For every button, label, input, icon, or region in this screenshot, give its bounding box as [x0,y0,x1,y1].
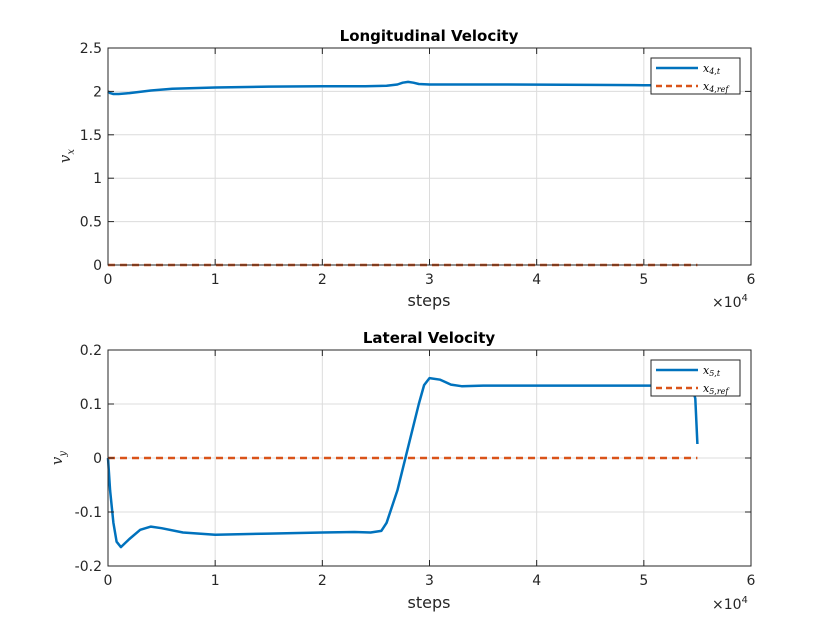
legend-label-base: x [703,382,710,395]
x-tick-label: 6 [747,573,756,589]
y-axis-label-sub: y [58,451,69,458]
x-exponent-base: ×10 [712,295,742,311]
x-tick-label: 0 [104,573,113,589]
y-tick-label: 0.1 [80,397,102,413]
x-tick-label: 5 [639,272,648,288]
x-exponent-power: 4 [742,293,748,304]
x-tick-label: 3 [425,573,434,589]
svg-text:×104: ×104 [712,293,748,311]
x-axis-label: steps [408,593,451,612]
y-tick-label: -0.2 [75,559,102,575]
series-line-actual [107,80,698,96]
legend-label-base: x [703,364,710,377]
x-tick-label: 0 [104,272,113,288]
y-tick-label: 0 [93,258,102,274]
y-tick-label: 1 [93,171,102,187]
x-tick-label: 3 [425,272,434,288]
svg-text:x5,t: x5,t [703,364,721,378]
x-tick-label: 1 [211,272,220,288]
legend-label-sub: 5,ref [709,387,730,396]
legend: x4,t x4,ref [650,57,741,95]
legend-label-base: x [703,62,710,75]
svg-text:vy: vy [48,451,69,465]
y-tick-label: 0 [93,451,102,467]
chart-title: Longitudinal Velocity [340,27,519,45]
svg-text:x4,ref: x4,ref [703,80,730,94]
y-axis-label-base: v [48,456,66,465]
y-axis-label-base: v [56,154,74,163]
x-exponent-power: 4 [742,595,748,606]
legend: x5,t x5,ref [650,359,741,397]
x-axis-label: steps [408,291,451,310]
x-tick-label: 1 [211,573,220,589]
plot-longitudinal-velocity: Longitudinal Velocity 0 1 2 3 4 5 6 0 0.5 1 1.5 2 2.… [56,27,756,311]
legend-box [650,57,741,95]
legend-label-sub: 4,ref [708,85,730,94]
plot-lateral-velocity: Lateral Velocity 0 1 2 3 4 5 6-0.2-0.100.10.2 … [48,329,756,613]
x-exponent: ×104 [712,595,748,613]
svg-text:x5,ref: x5,ref [703,382,730,396]
y-tick-label: 1.5 [80,128,102,144]
x-tick-label: 5 [639,573,648,589]
svg-text:×104: ×104 [712,595,748,613]
legend-label-sub: 5,t [709,369,721,378]
y-axis-label: vx [56,149,77,163]
y-axis-label: vy [48,451,69,465]
legend-box [650,359,741,397]
y-axis-label-sub: x [66,149,77,155]
legend-label-sub: 4,t [708,67,721,76]
chart-title: Lateral Velocity [363,329,496,347]
y-tick-label: -0.1 [75,505,102,521]
x-tick-label: 4 [532,272,541,288]
y-tick-label: 0.2 [80,343,102,359]
x-exponent-base: ×10 [712,597,742,613]
x-tick-label: 4 [532,573,541,589]
x-tick-label: 2 [318,272,327,288]
y-tick-label: 2 [93,84,102,100]
svg-text:vx: vx [56,149,77,163]
x-tick-label: 2 [318,573,327,589]
y-tick-label: 2.5 [80,41,102,57]
legend-label-base: x [703,80,710,93]
svg-text:x4,t: x4,t [703,62,721,76]
y-tick-label: 0.5 [80,215,102,231]
x-exponent: ×104 [712,293,748,311]
x-tick-label: 6 [747,272,756,288]
series-line-actual [106,376,699,549]
